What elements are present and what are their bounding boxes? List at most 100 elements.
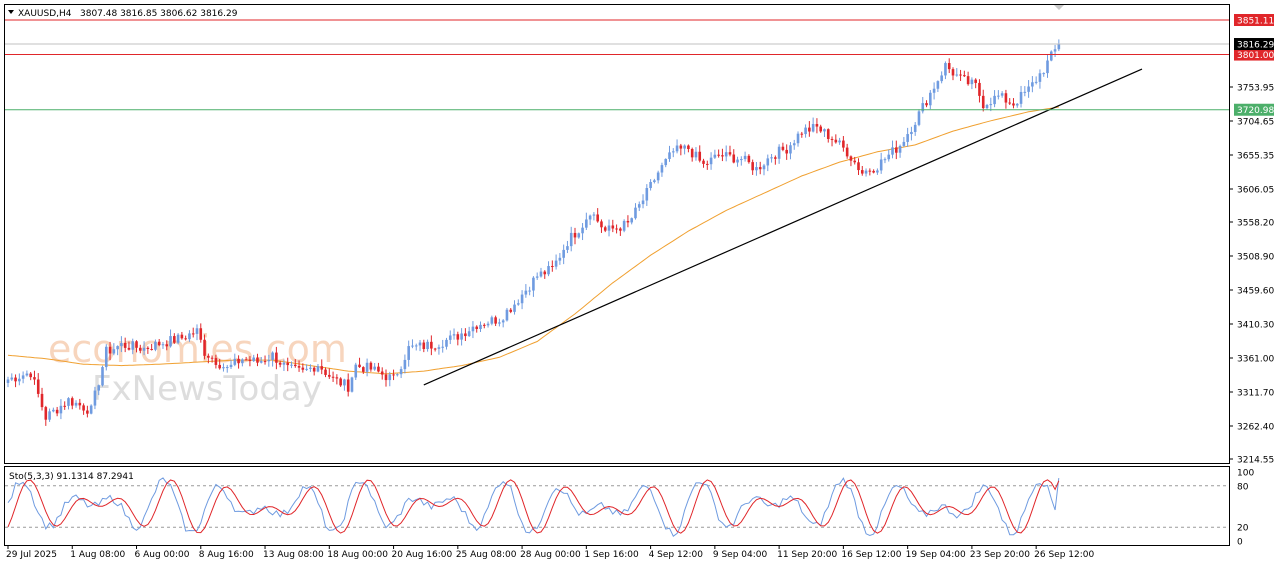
trendline[interactable] — [423, 68, 1143, 386]
candle — [14, 374, 17, 388]
candle — [747, 154, 751, 164]
candle — [838, 137, 841, 145]
candle — [853, 156, 857, 165]
candle — [660, 162, 664, 177]
candle — [380, 367, 384, 380]
candle — [698, 145, 702, 163]
candle — [490, 315, 494, 326]
candle — [173, 333, 176, 344]
candle — [993, 90, 996, 108]
candle — [218, 358, 221, 370]
candle — [1023, 86, 1027, 97]
candle — [312, 366, 316, 376]
scroll-marker-icon[interactable] — [1054, 5, 1064, 10]
candle — [346, 373, 350, 397]
candle — [1031, 76, 1034, 93]
candle — [369, 361, 373, 372]
candle — [214, 354, 218, 369]
candle — [864, 168, 868, 177]
candle — [728, 145, 732, 157]
candle — [78, 398, 82, 410]
candle — [316, 363, 320, 373]
candle — [562, 244, 565, 265]
candle — [286, 357, 290, 372]
candle — [59, 399, 63, 420]
candle — [1008, 98, 1011, 105]
candle — [33, 370, 36, 385]
candle — [566, 240, 569, 254]
candle — [535, 272, 539, 280]
candle — [845, 143, 849, 159]
candle — [1034, 76, 1038, 85]
resistance-lower-tag: 3801.00 — [1234, 48, 1274, 61]
candle — [1046, 54, 1049, 78]
candle — [142, 341, 146, 356]
candle — [150, 343, 153, 351]
candle — [800, 131, 804, 138]
dropdown-triangle-icon[interactable] — [8, 10, 14, 14]
stochastic-tick-label: 80 — [1237, 482, 1249, 492]
candle — [543, 270, 547, 279]
candle — [460, 328, 463, 346]
candle — [373, 363, 376, 371]
candle — [966, 71, 970, 86]
candle — [335, 374, 339, 385]
candle — [509, 308, 513, 314]
candle — [233, 353, 237, 367]
candle — [271, 351, 274, 367]
candle — [70, 396, 74, 410]
candle — [974, 78, 977, 89]
price-tick-label: 3214.55 — [1237, 456, 1274, 466]
candle — [448, 330, 452, 345]
candle — [365, 358, 369, 377]
candle — [471, 321, 475, 339]
candle — [913, 122, 917, 136]
candle — [520, 290, 524, 310]
candle — [868, 168, 872, 176]
candle — [377, 362, 380, 373]
time-tick-label: 6 Aug 00:00 — [135, 550, 190, 560]
candle — [127, 341, 131, 351]
candle — [89, 404, 93, 415]
candle — [834, 134, 838, 144]
candle — [229, 359, 233, 369]
watermark-fxnewstoday: FxNewsToday — [92, 369, 322, 409]
candle — [426, 339, 429, 352]
candle — [528, 286, 531, 296]
stochastic-main-line — [7, 477, 1060, 537]
candle — [906, 127, 909, 147]
candle — [358, 357, 361, 368]
svg-text:3851.11: 3851.11 — [1237, 17, 1274, 27]
candle — [282, 359, 286, 371]
candle — [244, 356, 248, 361]
candle — [679, 143, 683, 156]
candle — [649, 179, 652, 191]
candle — [74, 400, 78, 408]
candle — [354, 362, 358, 380]
candle — [619, 227, 622, 236]
support-tag: 3720.98 — [1234, 103, 1274, 116]
price-tick-label: 3558.20 — [1237, 219, 1274, 229]
candle — [191, 327, 195, 338]
candle — [18, 373, 21, 386]
candle — [498, 318, 501, 327]
candle — [876, 168, 879, 175]
candle — [981, 89, 985, 112]
candle — [259, 356, 263, 364]
candle — [585, 212, 588, 231]
candle — [422, 339, 426, 353]
time-tick-label: 29 Jul 2025 — [6, 550, 57, 560]
time-tick-label: 4 Sep 12:00 — [649, 550, 704, 560]
candle — [456, 331, 460, 346]
candle — [237, 355, 240, 369]
candle — [309, 364, 312, 372]
stochastic-tick-label: 100 — [1237, 469, 1254, 479]
candle — [581, 223, 584, 241]
candle — [524, 284, 528, 298]
candle — [985, 103, 989, 110]
candle — [789, 142, 792, 160]
candle — [320, 359, 324, 375]
candle — [592, 212, 596, 221]
candle — [898, 144, 902, 158]
